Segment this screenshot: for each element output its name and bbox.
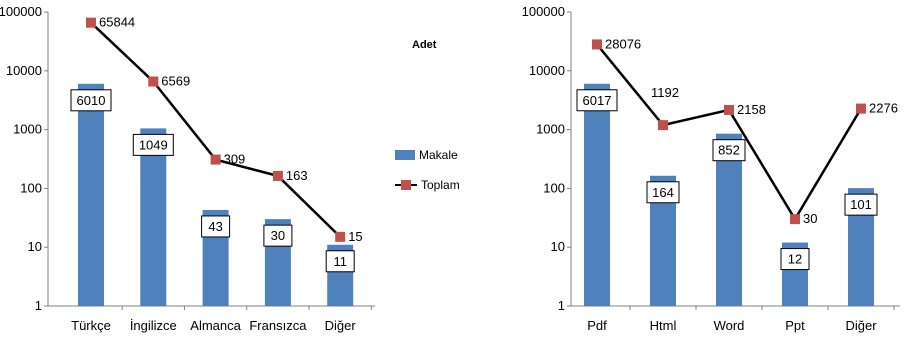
x-category-label: Html bbox=[650, 318, 677, 333]
y-tick-label: 100 bbox=[20, 180, 42, 195]
line-marker bbox=[148, 76, 159, 87]
legend-label: Makale bbox=[419, 148, 458, 162]
x-category-label: Almanca bbox=[190, 318, 241, 333]
x-category-label: Ppt bbox=[785, 318, 805, 333]
line-value-label: 15 bbox=[348, 229, 362, 244]
bar-value-label: 1049 bbox=[139, 137, 168, 152]
chart-2: 1 10 100 1000 10000 100000 Pdf Html Word Ppt Diğer… bbox=[522, 4, 900, 333]
bar-value-box bbox=[646, 181, 680, 204]
line-value-label: 30 bbox=[803, 211, 817, 226]
legend: Makale Toplam bbox=[395, 148, 460, 192]
bar-value-label: 11 bbox=[333, 254, 347, 269]
x-category-label: Diğer bbox=[325, 318, 357, 333]
x-category-label: Word bbox=[714, 318, 745, 333]
bar-value-box bbox=[132, 133, 174, 156]
line-value-label: 2158 bbox=[737, 102, 766, 117]
bar-value-box bbox=[712, 139, 746, 162]
chart-title: Adet bbox=[412, 39, 437, 51]
line-marker bbox=[272, 170, 283, 181]
x-category-label: Türkçe bbox=[71, 318, 111, 333]
y-tick-label: 10000 bbox=[529, 63, 565, 78]
y-tick-label: 1000 bbox=[536, 122, 565, 137]
bar-value-label: 101 bbox=[850, 197, 872, 212]
legend-swatch-marker bbox=[401, 180, 411, 190]
bar-value-label: 6010 bbox=[77, 93, 106, 108]
bar-value-box bbox=[70, 89, 112, 112]
line-value-label: 65844 bbox=[99, 15, 135, 30]
y-tick-label: 1 bbox=[558, 298, 565, 313]
line-marker bbox=[592, 39, 602, 50]
y-tick-label: 1 bbox=[35, 298, 42, 313]
x-category-label: İngilizce bbox=[130, 318, 177, 333]
y-tick-label: 1000 bbox=[13, 122, 42, 137]
legend-swatch-bar bbox=[395, 150, 415, 160]
y-tick-label: 10 bbox=[551, 239, 565, 254]
line-value-label: 6569 bbox=[161, 74, 190, 89]
bar-value-label: 30 bbox=[271, 228, 285, 243]
legend-label: Toplam bbox=[421, 178, 460, 192]
bar bbox=[140, 128, 167, 306]
line-marker bbox=[86, 17, 96, 28]
bar bbox=[716, 133, 742, 306]
y-tick-label: 10000 bbox=[6, 63, 42, 78]
bar-value-label: 164 bbox=[652, 185, 674, 200]
y-tick-label: 10 bbox=[28, 239, 42, 254]
x-category-label: Pdf bbox=[587, 318, 607, 333]
line-series bbox=[90, 21, 342, 238]
x-category-label: Diğer bbox=[845, 318, 877, 333]
bar bbox=[78, 83, 104, 306]
line-marker bbox=[658, 120, 668, 131]
line-value-label: 28076 bbox=[605, 36, 641, 51]
line-value-label: 2276 bbox=[869, 101, 898, 116]
y-tick-label: 100000 bbox=[0, 4, 42, 19]
bar-value-box bbox=[780, 248, 810, 271]
bar-value-label: 852 bbox=[718, 143, 740, 158]
bar-value-label: 43 bbox=[208, 219, 222, 234]
bar-value-box bbox=[576, 89, 618, 112]
bar-value-label: 6017 bbox=[583, 93, 612, 108]
line-marker bbox=[790, 214, 800, 225]
line-value-label: 309 bbox=[224, 152, 246, 167]
bar-value-box bbox=[325, 250, 355, 273]
y-tick-label: 100000 bbox=[522, 4, 565, 19]
y-tick-label: 100 bbox=[543, 180, 565, 195]
chart-1: 1 10 100 1000 10000 100000 Türkçe İngilizce Alma… bbox=[0, 4, 460, 333]
line-marker bbox=[856, 103, 866, 114]
line-marker bbox=[210, 154, 221, 165]
line-marker bbox=[724, 104, 734, 115]
x-category-label: Fransızca bbox=[249, 318, 307, 333]
bar-value-label: 12 bbox=[788, 252, 802, 267]
line-value-label: 1192 bbox=[651, 85, 679, 100]
bar bbox=[584, 83, 610, 306]
bar-value-box bbox=[201, 215, 231, 238]
bar-value-box bbox=[263, 224, 293, 247]
line-value-label: 163 bbox=[286, 168, 308, 183]
bar-value-box bbox=[844, 193, 878, 216]
line-marker bbox=[335, 231, 346, 242]
